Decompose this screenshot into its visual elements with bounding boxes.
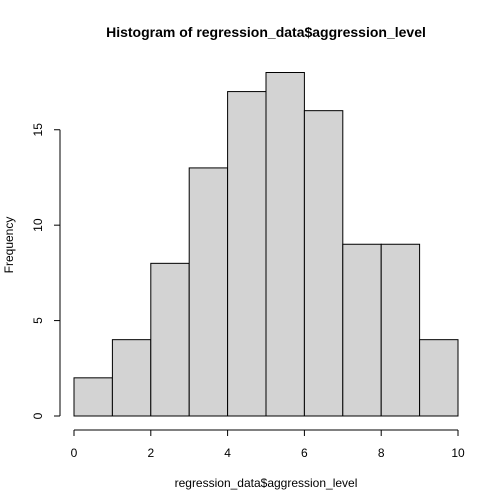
histogram-bar-1 — [111, 339, 152, 417]
x-tick-label: 8 — [378, 446, 385, 460]
histogram-bar-8 — [380, 243, 421, 417]
x-tick-label: 10 — [451, 446, 465, 460]
histogram-bar-9 — [419, 339, 459, 417]
chart-title: Histogram of regression_data$aggression_… — [106, 24, 426, 40]
histogram-bar-2 — [150, 262, 190, 417]
histogram-bar-5 — [265, 72, 305, 417]
x-tick-label: 4 — [224, 446, 231, 460]
x-axis: 0 2 4 6 8 10 — [71, 429, 465, 460]
histogram-bar-3 — [188, 167, 229, 417]
bars-group — [73, 72, 459, 417]
x-tick-label: 2 — [147, 446, 154, 460]
histogram-bar-4 — [227, 91, 267, 417]
histogram-bar-0 — [73, 377, 113, 417]
y-tick-label: 15 — [31, 123, 45, 137]
histogram-bar-6 — [303, 110, 344, 417]
y-axis: 0 5 10 15 — [31, 123, 61, 419]
y-axis-label: Frequency — [2, 217, 16, 274]
histogram-bar-7 — [342, 243, 382, 417]
x-axis-label: regression_data$aggression_level — [175, 476, 358, 490]
x-tick-label: 0 — [71, 446, 78, 460]
y-tick-label: 10 — [31, 218, 45, 232]
y-tick-label: 5 — [31, 317, 45, 324]
x-tick-label: 6 — [301, 446, 308, 460]
y-tick-label: 0 — [31, 412, 45, 419]
